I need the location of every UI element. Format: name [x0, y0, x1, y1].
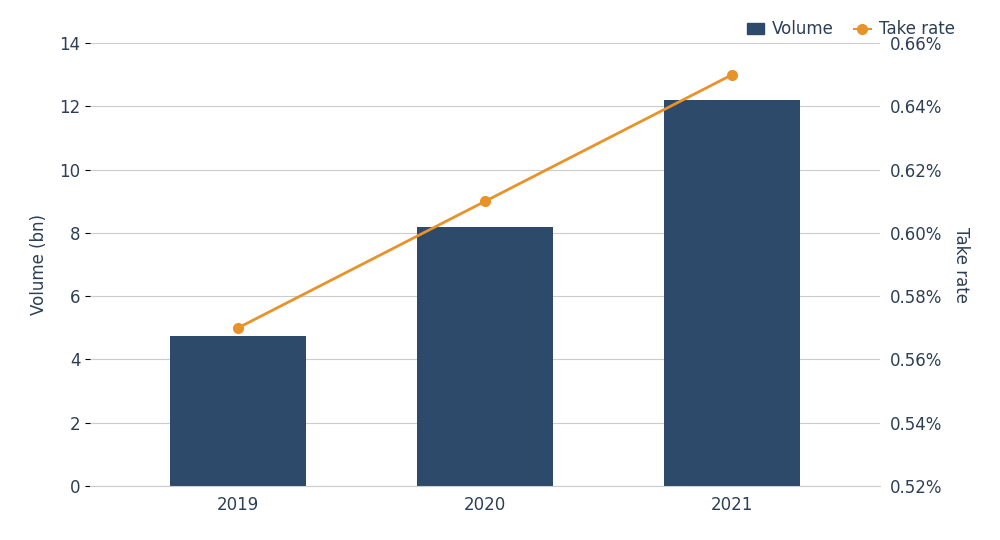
Bar: [417, 227, 553, 486]
Bar: [170, 336, 306, 486]
Legend: Volume, Take rate: Volume, Take rate: [740, 14, 962, 45]
Bar: [664, 100, 800, 486]
Y-axis label: Take rate: Take rate: [952, 227, 970, 302]
Y-axis label: Volume (bn): Volume (bn): [30, 214, 48, 315]
